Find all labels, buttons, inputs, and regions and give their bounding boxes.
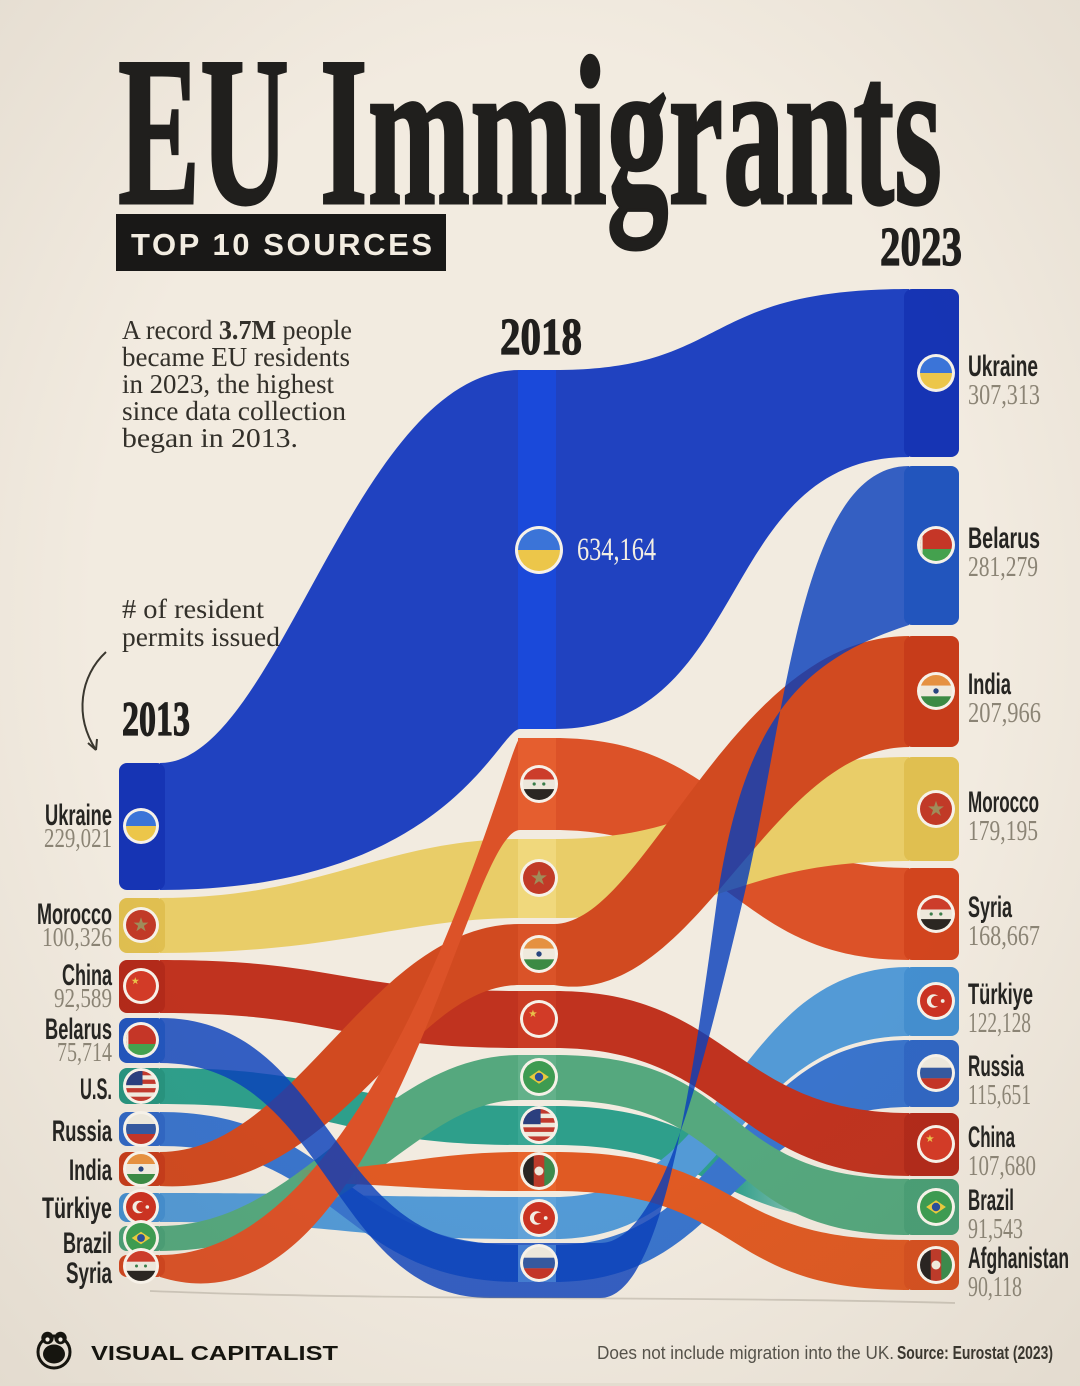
svg-text:Belarus: Belarus xyxy=(968,522,1040,555)
svg-text:281,279: 281,279 xyxy=(968,552,1038,583)
svg-text:634,164: 634,164 xyxy=(577,532,656,568)
svg-text:122,128: 122,128 xyxy=(968,1008,1031,1039)
svg-text:2023: 2023 xyxy=(880,216,962,277)
svg-text:Syria: Syria xyxy=(66,1257,112,1290)
svg-text:100,326: 100,326 xyxy=(42,922,112,952)
svg-text:Ukraine: Ukraine xyxy=(45,799,112,832)
svg-text:2013: 2013 xyxy=(122,691,190,746)
svg-text:China: China xyxy=(62,959,112,992)
svg-text:Belarus: Belarus xyxy=(45,1013,112,1046)
svg-text:168,667: 168,667 xyxy=(968,921,1040,952)
svg-text:229,021: 229,021 xyxy=(44,823,112,853)
svg-text:179,195: 179,195 xyxy=(968,816,1038,847)
svg-text:2018: 2018 xyxy=(500,309,582,366)
svg-text:since data collection: since data collection xyxy=(122,396,347,426)
svg-text:Ukraine: Ukraine xyxy=(968,350,1038,383)
svg-text:Brazil: Brazil xyxy=(63,1227,112,1260)
svg-text:A record 3.7M people: A record 3.7M people xyxy=(122,315,352,345)
svg-text:began in 2013.: began in 2013. xyxy=(122,423,298,453)
svg-text:Source: Eurostat (2023): Source: Eurostat (2023) xyxy=(897,1343,1053,1363)
svg-text:China: China xyxy=(968,1121,1015,1154)
svg-text:VISUAL CAPITALIST: VISUAL CAPITALIST xyxy=(91,1343,338,1365)
svg-text:in 2023, the highest: in 2023, the highest xyxy=(122,369,334,399)
svg-text:Brazil: Brazil xyxy=(968,1184,1014,1217)
svg-text:75,714: 75,714 xyxy=(57,1037,112,1067)
svg-text:permits issued: permits issued xyxy=(122,622,280,652)
svg-text:# of resident: # of resident xyxy=(122,594,265,624)
svg-text:Does not include migration int: Does not include migration into the UK. xyxy=(597,1343,894,1363)
svg-text:TOP 10 SOURCES: TOP 10 SOURCES xyxy=(131,227,432,262)
svg-text:EU Immigrants: EU Immigrants xyxy=(118,14,942,250)
svg-text:207,966: 207,966 xyxy=(968,698,1041,729)
svg-text:115,651: 115,651 xyxy=(968,1080,1031,1111)
svg-text:91,543: 91,543 xyxy=(968,1214,1023,1245)
svg-text:92,589: 92,589 xyxy=(54,983,112,1013)
svg-text:307,313: 307,313 xyxy=(968,380,1040,411)
svg-text:Morocco: Morocco xyxy=(37,898,112,931)
svg-text:Russia: Russia xyxy=(52,1115,112,1148)
svg-text:Syria: Syria xyxy=(968,891,1012,924)
svg-text:Russia: Russia xyxy=(968,1050,1024,1083)
svg-text:India: India xyxy=(968,668,1011,701)
svg-text:became EU residents: became EU residents xyxy=(122,342,350,372)
svg-text:Afghanistan: Afghanistan xyxy=(968,1242,1069,1275)
svg-text:90,118: 90,118 xyxy=(968,1272,1022,1303)
svg-text:Türkiye: Türkiye xyxy=(968,978,1033,1011)
svg-text:India: India xyxy=(69,1154,112,1187)
svg-text:U.S.: U.S. xyxy=(80,1073,112,1106)
svg-text:Morocco: Morocco xyxy=(968,786,1039,819)
svg-text:Türkiye: Türkiye xyxy=(42,1192,112,1225)
svg-text:107,680: 107,680 xyxy=(968,1151,1036,1182)
